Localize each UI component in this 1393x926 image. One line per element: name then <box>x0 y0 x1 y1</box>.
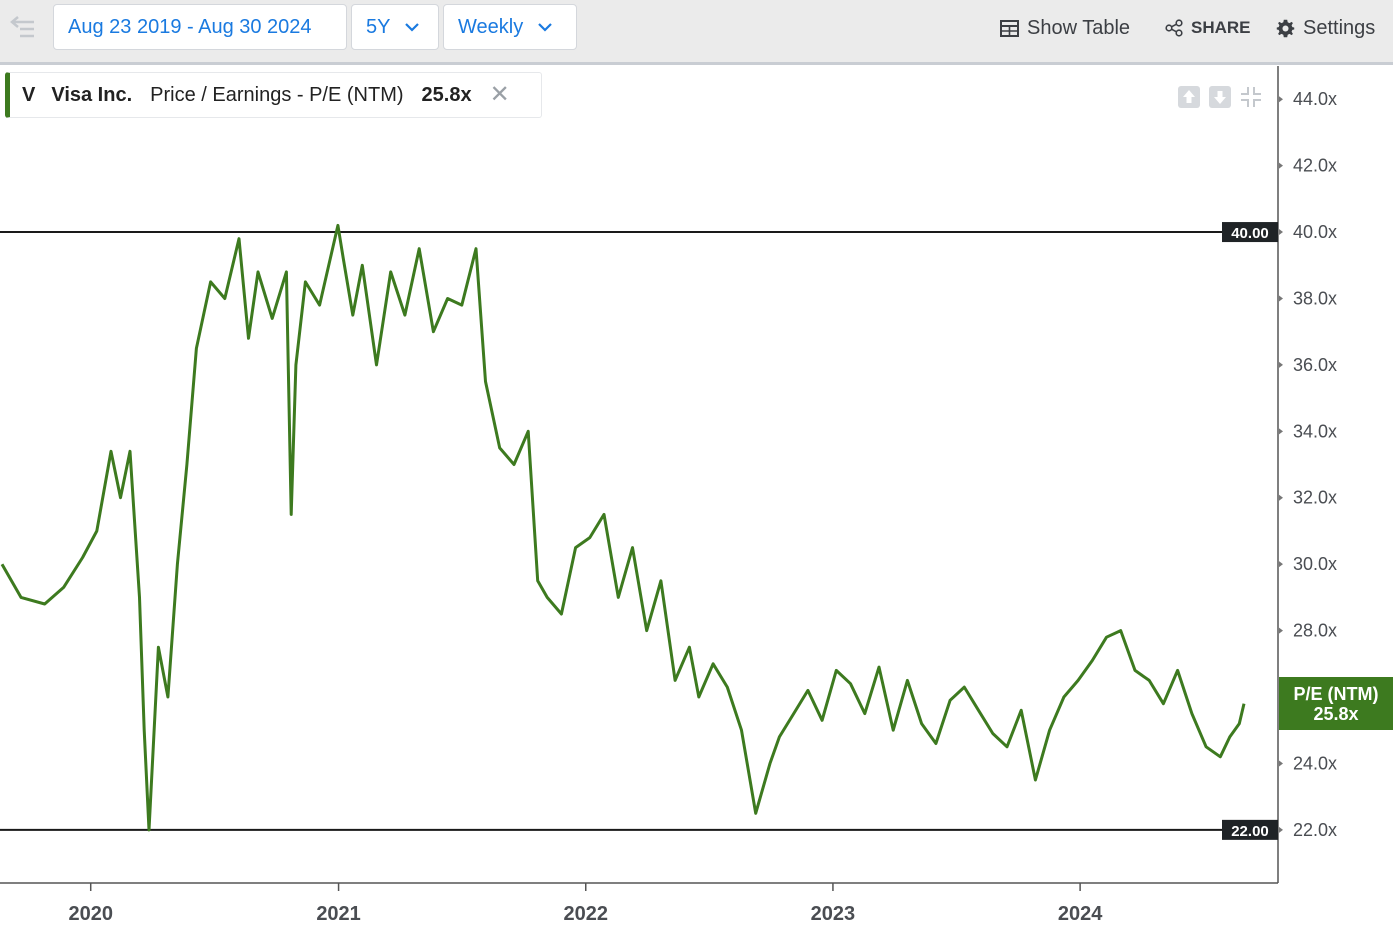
y-tick-mark <box>1279 428 1283 435</box>
move-up-icon[interactable] <box>1178 86 1200 108</box>
x-tick-label: 2022 <box>564 903 609 925</box>
move-down-icon[interactable] <box>1209 86 1231 108</box>
y-tick-label: 28.0x <box>1293 621 1337 641</box>
legend-ticker: V <box>22 83 36 106</box>
y-tick-mark <box>1279 627 1283 634</box>
y-tick-label: 36.0x <box>1293 355 1337 375</box>
reference-line-label: 40.00 <box>1231 225 1269 242</box>
y-tick-mark <box>1279 760 1283 767</box>
last-value-label: P/E (NTM) <box>1293 683 1379 704</box>
share-button[interactable]: SHARE <box>1165 14 1251 42</box>
reference-line-label: 22.00 <box>1231 823 1269 840</box>
y-tick-label: 30.0x <box>1293 554 1337 574</box>
legend-value: 25.8x <box>421 83 472 106</box>
reference-line-tag <box>1222 819 1278 840</box>
frequency-dropdown[interactable]: Weekly <box>443 4 577 50</box>
y-tick-label: 40.0x <box>1293 222 1337 242</box>
y-tick-mark <box>1279 96 1283 103</box>
period-label: 5Y <box>366 15 391 38</box>
y-tick-mark <box>1279 229 1283 236</box>
toolbar: Aug 23 2019 - Aug 30 2024 5Y Weekly Show… <box>0 0 1393 65</box>
y-tick-mark <box>1279 162 1283 169</box>
last-value-number: 25.8x <box>1313 703 1359 724</box>
legend-metric: Price / Earnings - P/E (NTM) <box>150 83 404 106</box>
chevron-down-icon <box>405 23 420 32</box>
settings-button[interactable]: Settings <box>1276 14 1375 42</box>
y-tick-label: 32.0x <box>1293 488 1337 508</box>
period-dropdown[interactable]: 5Y <box>351 4 439 50</box>
y-tick-label: 38.0x <box>1293 288 1337 308</box>
date-range-label: Aug 23 2019 - Aug 30 2024 <box>68 15 312 38</box>
x-axis: 2020 2021 2022 2023 2024 <box>0 882 1278 925</box>
frequency-label: Weekly <box>458 15 524 38</box>
y-tick-label: 22.0x <box>1293 820 1337 840</box>
y-tick-label: 44.0x <box>1293 89 1337 109</box>
y-tick-mark <box>1279 494 1283 501</box>
y-tick-mark <box>1279 826 1283 833</box>
y-tick-mark <box>1279 561 1283 568</box>
table-icon <box>1000 19 1019 37</box>
y-tick-label: 42.0x <box>1293 156 1337 176</box>
menu-back-icon[interactable] <box>8 12 36 40</box>
x-tick-label: 2020 <box>68 903 113 925</box>
y-tick-mark <box>1279 361 1283 368</box>
show-table-button[interactable]: Show Table <box>1000 14 1130 42</box>
y-tick-mark <box>1279 295 1283 302</box>
share-icon <box>1165 19 1183 37</box>
y-tick-label: 34.0x <box>1293 421 1337 441</box>
x-tick-label: 2024 <box>1058 903 1103 925</box>
y-axis: 22.0x24.0x26.0x28.0x30.0x32.0x34.0x36.0x… <box>1277 66 1337 883</box>
close-icon[interactable]: ✕ <box>489 81 510 108</box>
series-line-pe-ntm <box>0 223 1246 832</box>
x-tick-label: 2021 <box>316 903 361 925</box>
last-value-tag: P/E (NTM) 25.8x <box>1279 677 1393 730</box>
share-label: SHARE <box>1191 18 1251 37</box>
gear-icon <box>1276 19 1295 37</box>
date-range-button[interactable]: Aug 23 2019 - Aug 30 2024 <box>53 4 347 50</box>
settings-label: Settings <box>1303 16 1376 39</box>
legend-company: Visa Inc. <box>51 83 133 106</box>
y-tick-label: 24.0x <box>1293 753 1337 773</box>
collapse-icon[interactable] <box>1240 86 1262 108</box>
show-table-label: Show Table <box>1027 16 1131 39</box>
reference-lines: 40.00 22.00 <box>0 222 1278 840</box>
series-legend[interactable]: V Visa Inc. Price / Earnings - P/E (NTM)… <box>5 72 542 118</box>
x-tick-label: 2023 <box>811 903 856 925</box>
reference-line-tag <box>1222 222 1278 243</box>
chevron-down-icon <box>538 23 552 32</box>
